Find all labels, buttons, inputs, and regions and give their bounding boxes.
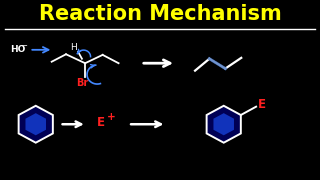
Text: −: − — [20, 41, 27, 50]
Text: Br: Br — [76, 78, 89, 87]
Polygon shape — [213, 113, 234, 135]
Text: Reaction Mechanism: Reaction Mechanism — [39, 4, 281, 24]
Text: H: H — [71, 43, 77, 52]
Text: +: + — [107, 112, 116, 122]
Text: HO: HO — [10, 45, 26, 54]
Text: E: E — [97, 116, 105, 129]
Polygon shape — [207, 106, 241, 143]
Text: E: E — [258, 98, 266, 111]
Polygon shape — [26, 113, 46, 135]
Polygon shape — [19, 106, 53, 143]
